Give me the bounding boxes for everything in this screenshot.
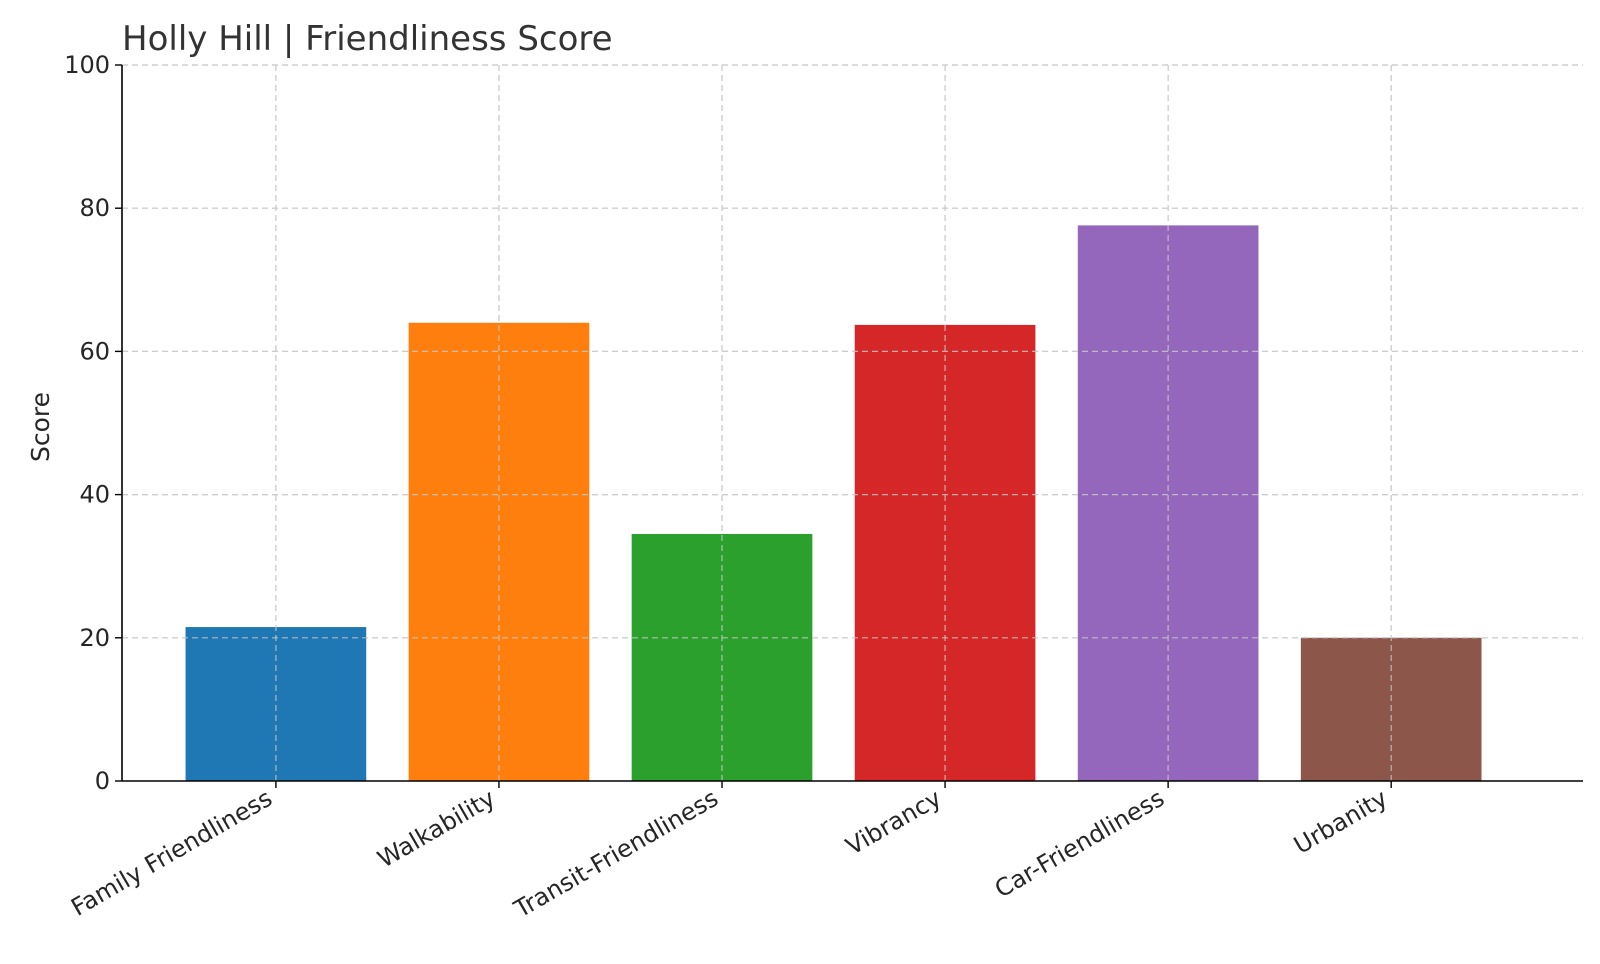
bars xyxy=(122,64,1583,781)
axes xyxy=(115,64,1583,788)
y-axis-label: Score xyxy=(26,392,55,462)
chart-title: Holly Hill | Friendliness Score xyxy=(122,19,613,59)
y-tick-label: 60 xyxy=(79,337,110,365)
bar-walkability xyxy=(408,322,590,781)
x-tick-labels: Family Friendliness Walkability Transit-Fr… xyxy=(66,784,1392,924)
x-tick-label: Urbanity xyxy=(1289,784,1392,860)
x-tick-label: Vibrancy xyxy=(841,784,946,861)
x-tick-label: Transit-Friendliness xyxy=(509,784,723,924)
y-tick-label: 20 xyxy=(79,624,110,652)
x-tick-label: Family Friendliness xyxy=(66,784,277,922)
x-tick-label: Car-Friendliness xyxy=(990,784,1169,904)
y-tick-label: 40 xyxy=(79,481,110,509)
y-tick-labels: 0 20 40 60 80 100 xyxy=(64,51,110,795)
y-tick-label: 100 xyxy=(64,51,110,79)
y-tick-label: 80 xyxy=(79,194,110,222)
bar-vibrancy xyxy=(854,324,1036,781)
y-tick-label: 0 xyxy=(95,767,110,795)
x-tick-label: Walkability xyxy=(373,784,500,874)
